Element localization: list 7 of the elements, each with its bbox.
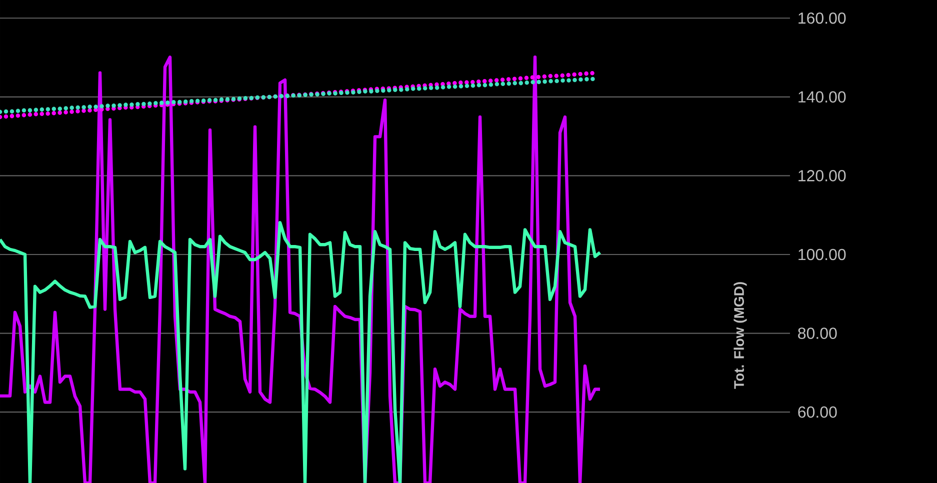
y-axis-title: Tot. Flow (MGD) xyxy=(734,282,747,389)
y-tick-label: 140.00 xyxy=(798,91,846,103)
y-tick-label: 160.00 xyxy=(798,12,846,24)
y-tick-label: 120.00 xyxy=(798,170,846,182)
y-tick-label: 100.00 xyxy=(798,248,846,260)
y-tick-label: 80.00 xyxy=(798,328,837,339)
y-tick-label: 60.00 xyxy=(798,406,837,418)
